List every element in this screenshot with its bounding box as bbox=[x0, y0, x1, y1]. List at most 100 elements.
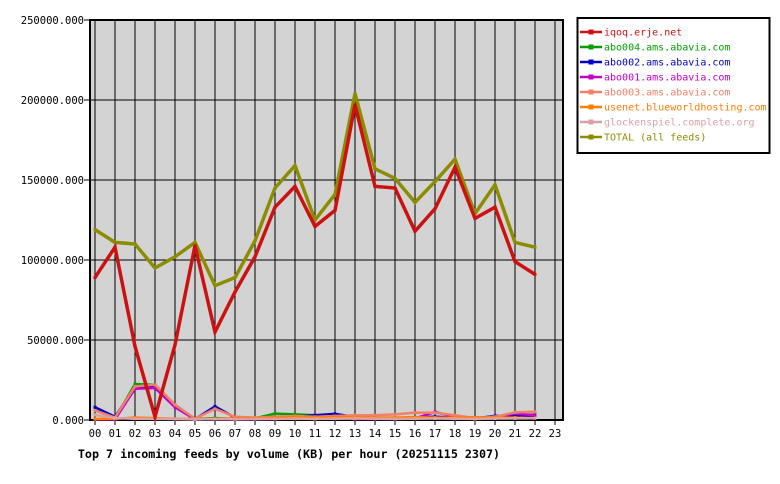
data-point-marker bbox=[133, 387, 137, 391]
data-point-marker bbox=[133, 344, 137, 348]
legend-frame bbox=[576, 17, 771, 154]
legend-item: TOTAL (all feeds) bbox=[580, 133, 706, 144]
legend-item: abo003.ams.abavia.com bbox=[580, 88, 730, 99]
data-point-marker bbox=[313, 413, 317, 417]
legend-point-marker bbox=[588, 134, 594, 140]
legend-label: TOTAL (all feeds) bbox=[604, 133, 706, 144]
legend-label: abo004.ams.abavia.com bbox=[604, 43, 730, 54]
data-point-marker bbox=[493, 417, 497, 421]
series-glockenspiel.complete.org bbox=[93, 413, 537, 421]
x-tick-label: 09 bbox=[269, 428, 282, 440]
data-point-marker bbox=[393, 417, 397, 421]
data-point-marker bbox=[253, 417, 257, 421]
x-tick-label: 05 bbox=[189, 428, 202, 440]
data-point-marker bbox=[273, 412, 277, 416]
data-point-marker bbox=[453, 413, 457, 417]
legend-point-marker bbox=[588, 119, 594, 125]
data-point-marker bbox=[293, 164, 297, 168]
legend-item: abo002.ams.abavia.com bbox=[580, 58, 730, 69]
data-point-marker bbox=[533, 410, 537, 414]
legend-item: usenet.blueworldhosting.com bbox=[580, 103, 767, 114]
data-point-marker bbox=[433, 411, 437, 415]
legend-point-marker bbox=[588, 44, 594, 50]
x-tick-label: 18 bbox=[449, 428, 462, 440]
legend-item: iqoq.erje.net bbox=[580, 28, 682, 39]
series-iqoq.erje.net bbox=[93, 103, 537, 424]
data-point-marker bbox=[233, 417, 237, 421]
data-point-marker bbox=[133, 382, 137, 386]
data-point-marker bbox=[513, 410, 517, 414]
x-tick-label: 21 bbox=[509, 428, 522, 440]
data-point-marker bbox=[373, 167, 377, 171]
data-point-marker bbox=[233, 415, 237, 419]
data-point-marker bbox=[473, 415, 477, 419]
data-point-marker bbox=[533, 245, 537, 249]
data-point-marker bbox=[273, 205, 277, 209]
data-point-marker bbox=[113, 240, 117, 244]
data-point-marker bbox=[493, 183, 497, 187]
data-point-marker bbox=[433, 207, 437, 211]
data-point-marker bbox=[393, 176, 397, 180]
x-tick-label: 14 bbox=[369, 428, 382, 440]
data-point-marker bbox=[473, 417, 477, 421]
legend-point-marker bbox=[588, 104, 594, 110]
x-tick-label: 10 bbox=[289, 428, 302, 440]
data-point-marker bbox=[173, 403, 177, 407]
x-tick-label: 03 bbox=[149, 428, 162, 440]
data-point-marker bbox=[153, 383, 157, 387]
data-point-marker bbox=[193, 244, 197, 248]
legend-item: abo001.ams.abavia.com bbox=[580, 73, 730, 84]
data-point-marker bbox=[213, 284, 217, 288]
x-tick-label: 19 bbox=[469, 428, 482, 440]
data-point-marker bbox=[513, 260, 517, 264]
plot-root: 00 01 02 03 04 05 06 07 08 09 10 11 12 13 14 15 16 17 18 19… bbox=[21, 15, 564, 440]
x-tick-label: 22 bbox=[529, 428, 542, 440]
data-point-marker bbox=[253, 255, 257, 259]
y-tick-label: 250000.000 bbox=[21, 15, 84, 27]
data-point-marker bbox=[133, 417, 137, 421]
data-point-marker bbox=[453, 165, 457, 169]
data-point-marker bbox=[473, 216, 477, 220]
legend-label: abo002.ams.abavia.com bbox=[604, 58, 730, 69]
data-point-marker bbox=[353, 417, 357, 421]
legend-point-marker bbox=[588, 89, 594, 95]
data-point-marker bbox=[313, 224, 317, 228]
data-point-marker bbox=[353, 103, 357, 107]
data-point-marker bbox=[213, 404, 217, 408]
data-point-marker bbox=[213, 330, 217, 334]
legend-item: glockenspiel.complete.org bbox=[580, 118, 755, 129]
x-tick-label: 17 bbox=[429, 428, 442, 440]
data-point-marker bbox=[333, 412, 337, 416]
x-tick-label: 01 bbox=[109, 428, 122, 440]
data-point-marker bbox=[333, 417, 337, 421]
data-point-marker bbox=[173, 417, 177, 421]
legend-label: abo001.ams.abavia.com bbox=[604, 73, 730, 84]
x-tick-label: 20 bbox=[489, 428, 502, 440]
data-point-marker bbox=[213, 417, 217, 421]
y-tick-label: 150000.000 bbox=[21, 175, 84, 187]
legend-box: iqoq.erje.net abo004.ams.abavia.com abo002… bbox=[576, 17, 771, 154]
data-point-marker bbox=[413, 200, 417, 204]
data-point-marker bbox=[513, 240, 517, 244]
y-tick-label: 200000.000 bbox=[21, 95, 84, 107]
x-tick-label: 02 bbox=[129, 428, 142, 440]
data-point-marker bbox=[153, 415, 157, 419]
data-point-marker bbox=[333, 192, 337, 196]
x-tick-label: 08 bbox=[249, 428, 262, 440]
x-tick-label: 11 bbox=[309, 428, 322, 440]
x-tick-label: 00 bbox=[89, 428, 102, 440]
data-point-marker bbox=[413, 415, 417, 419]
data-point-marker bbox=[113, 245, 117, 249]
data-point-marker bbox=[233, 290, 237, 294]
data-point-marker bbox=[233, 276, 237, 280]
data-point-marker bbox=[413, 417, 417, 421]
x-tick-label: 06 bbox=[209, 428, 222, 440]
data-point-marker bbox=[373, 184, 377, 188]
data-point-marker bbox=[93, 228, 97, 232]
data-point-marker bbox=[533, 272, 537, 276]
data-point-marker bbox=[133, 242, 137, 246]
data-point-marker bbox=[533, 413, 537, 417]
data-point-marker bbox=[373, 413, 377, 417]
